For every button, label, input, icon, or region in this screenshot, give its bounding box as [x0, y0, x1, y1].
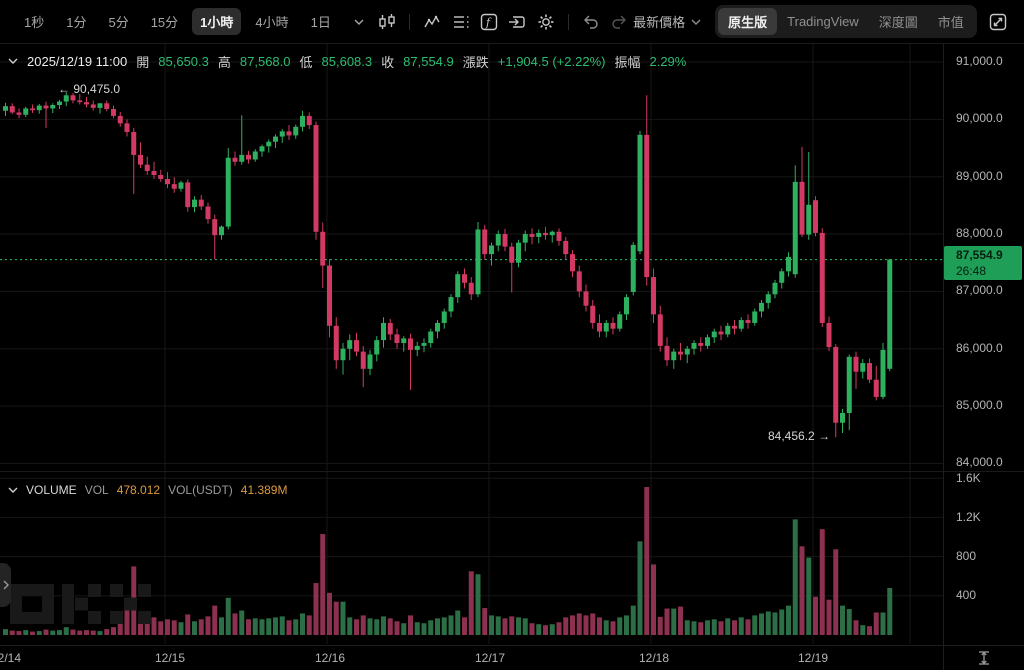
volume-tick: 1.2K	[956, 510, 981, 524]
date-tick: 12/16	[314, 651, 346, 665]
candle-datetime: 2025/12/19 11:00	[27, 53, 128, 69]
scale-reset-button[interactable]	[943, 645, 1024, 670]
change-value: +1,904.5 (+2.22%)	[497, 53, 606, 69]
pane-collapse-icon[interactable]	[8, 486, 18, 494]
timeframe-5m[interactable]: 5分	[108, 15, 129, 30]
price-tick: 88,000.0	[956, 226, 1003, 240]
close-value: 87,554.9	[403, 53, 454, 69]
ohlc-info-bar: 2025/12/19 11:00 開 85,650.3 高 87,568.0 低…	[8, 50, 686, 72]
tab-native[interactable]: 原生版	[718, 8, 778, 35]
export-icon[interactable]	[506, 9, 528, 35]
change-label: 漲跌	[462, 54, 489, 70]
low-price: 84,456.2	[768, 429, 815, 443]
volume-tick: 1.6K	[956, 471, 981, 485]
timeframe-1d[interactable]: 1日	[310, 15, 331, 30]
high-label: 高	[217, 54, 231, 70]
high-price: 90,475.0	[73, 82, 121, 96]
date-tick: 12/14	[0, 651, 22, 665]
date-tick: 12/17	[474, 651, 506, 665]
toolbar-divider	[567, 13, 569, 30]
chevron-right-icon	[3, 580, 9, 590]
date-tick: 12/19	[797, 651, 829, 665]
timeframe-1s[interactable]: 1秒	[24, 15, 45, 30]
left-arrow-icon: ←	[58, 82, 70, 96]
toolbar-divider	[409, 13, 411, 30]
price-tick: 91,000.0	[956, 54, 1003, 68]
timeframe-4h[interactable]: 4小時	[255, 15, 289, 30]
price-tick: 86,000.0	[956, 341, 1003, 355]
redo-icon[interactable]	[608, 9, 630, 35]
amplitude-label: 振幅	[614, 54, 641, 70]
low-label: 低	[299, 54, 313, 70]
vol-usdt-label: VOL(USDT)	[168, 483, 233, 497]
timeframe-1m[interactable]: 1分	[66, 15, 87, 30]
last-price: 87,554.9	[956, 248, 1003, 262]
price-tick: 89,000.0	[956, 169, 1003, 183]
indicators-icon[interactable]	[421, 9, 443, 35]
price-tick: 85,000.0	[956, 398, 1003, 412]
price-tick: 87,000.0	[956, 283, 1003, 297]
volume-header: VOLUME VOL 478.012 VOL(USDT) 41.389M	[8, 483, 287, 497]
view-tab-group: 原生版 TradingView 深度圖 市值	[715, 5, 977, 38]
svg-text:f: f	[485, 16, 492, 29]
formula-icon[interactable]: f	[478, 9, 500, 35]
candle-countdown: 26:48	[956, 264, 987, 278]
price-tick: 90,000.0	[956, 111, 1003, 125]
right-arrow-icon: →	[818, 429, 831, 443]
open-label: 開	[136, 54, 150, 70]
tab-tradingview[interactable]: TradingView	[787, 14, 859, 29]
vol-value: 478.012	[116, 483, 161, 497]
scale-reset-icon	[978, 651, 989, 665]
vol-usdt-value: 41.389M	[240, 483, 288, 497]
volume-tick: 400	[956, 588, 977, 602]
session-low-label: 84,456.2 →	[768, 429, 830, 443]
high-value: 87,568.0	[239, 53, 291, 69]
time-axis[interactable]: 12/14 12/15 12/16 12/17 12/18 12/19	[0, 645, 943, 670]
tab-depth[interactable]: 深度圖	[878, 15, 918, 30]
price-tick: 84,000.0	[956, 455, 1003, 469]
price-mode-dropdown[interactable]: 最新價格	[633, 12, 701, 31]
tab-marketcap[interactable]: 市值	[937, 15, 964, 30]
session-high-label: ← 90,475.0	[58, 82, 120, 96]
price-mode-label: 最新價格	[633, 15, 686, 30]
vol-label: VOL	[84, 483, 109, 497]
timeframe-1h[interactable]: 1小時	[192, 8, 242, 35]
chevron-down-icon[interactable]	[348, 9, 370, 35]
chart-layout-icon[interactable]	[450, 9, 472, 35]
settings-gear-icon[interactable]	[534, 9, 556, 35]
chevron-down-icon	[691, 19, 701, 25]
undo-icon[interactable]	[580, 9, 602, 35]
pane-divider[interactable]	[0, 471, 1024, 472]
last-price-badge: 87,554.9 26:48	[944, 246, 1022, 280]
panel-expand-button[interactable]	[0, 563, 11, 607]
fullscreen-icon[interactable]	[987, 9, 1009, 35]
close-label: 收	[381, 54, 395, 70]
candlestick-style-icon[interactable]	[376, 9, 398, 35]
price-axis-border	[943, 44, 944, 670]
amplitude-value: 2.29%	[649, 53, 687, 69]
volume-tick: 800	[956, 549, 977, 563]
low-value: 85,608.3	[321, 53, 373, 69]
date-tick: 12/18	[638, 651, 670, 665]
volume-title: VOLUME	[26, 483, 77, 497]
timeframe-15m[interactable]: 15分	[150, 15, 179, 30]
pane-collapse-icon[interactable]	[8, 57, 18, 65]
open-value: 85,650.3	[158, 53, 209, 69]
chart-toolbar: 1秒 1分 5分 15分 1小時 4小時 1日	[0, 0, 1024, 44]
okx-watermark	[10, 584, 151, 624]
date-tick: 12/15	[154, 651, 186, 665]
